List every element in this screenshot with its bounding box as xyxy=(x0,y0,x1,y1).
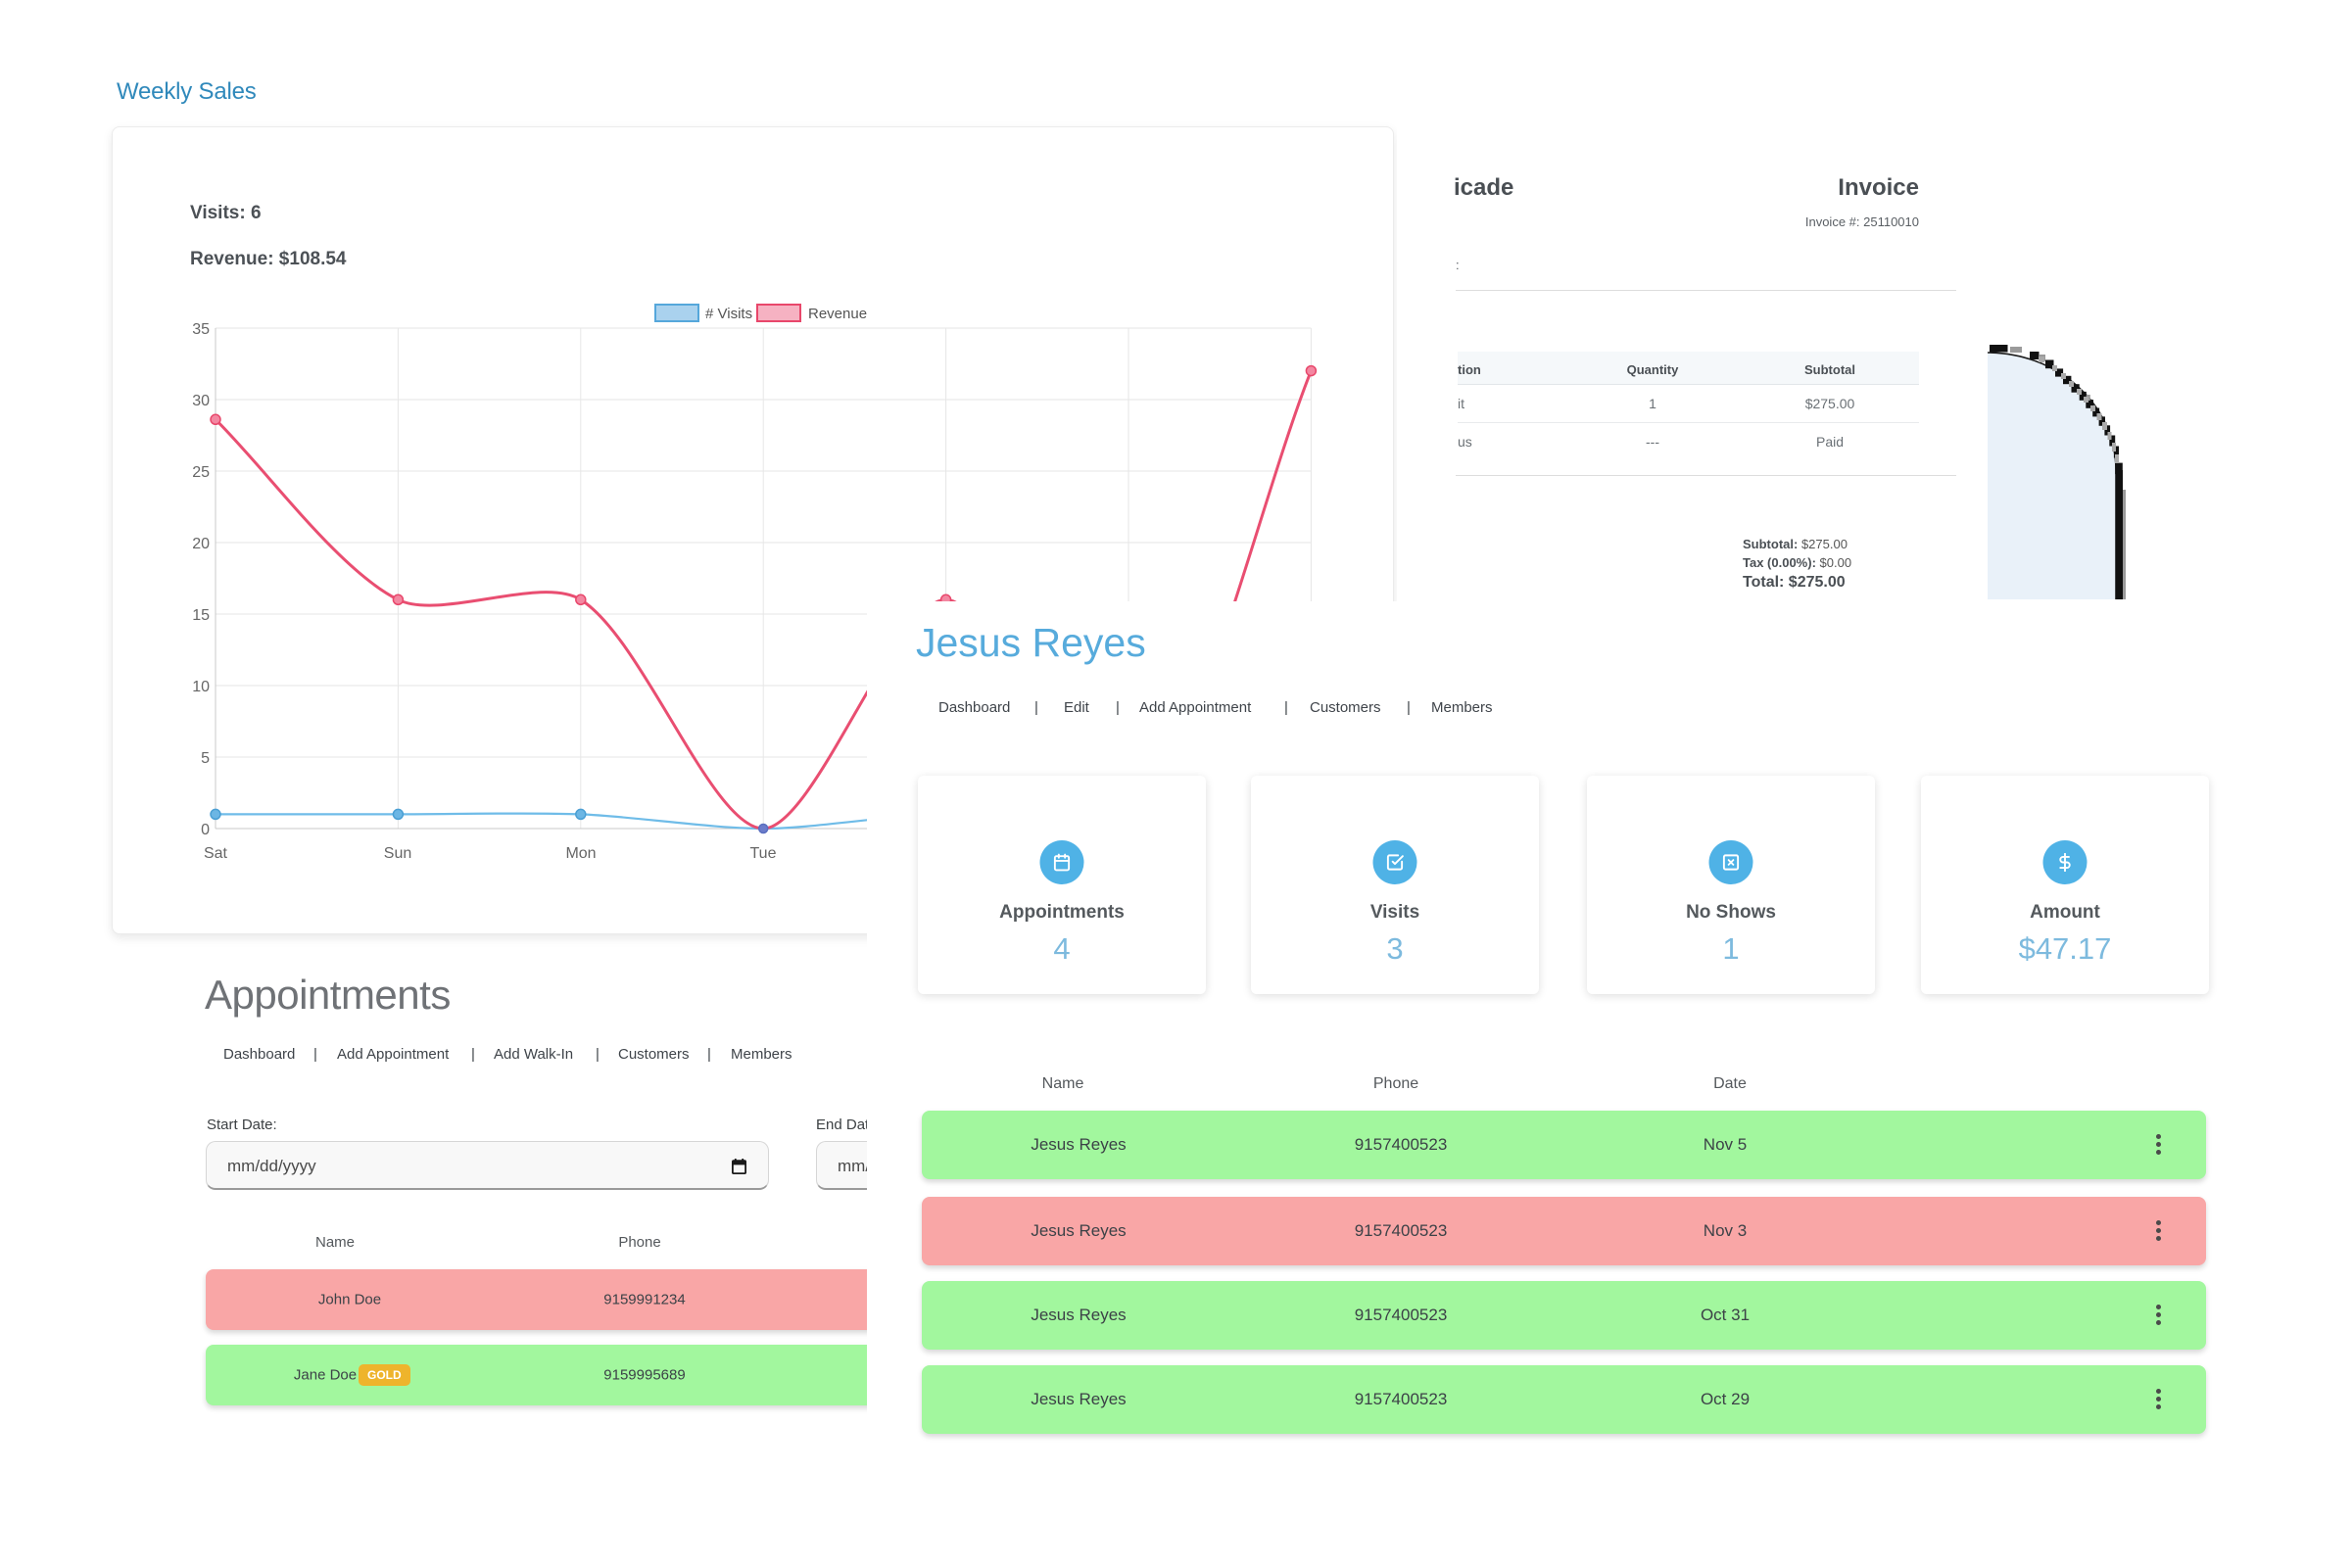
svg-text:Sat: Sat xyxy=(204,845,228,862)
svg-text:Sun: Sun xyxy=(384,845,411,862)
svg-text:25: 25 xyxy=(192,464,210,481)
svg-text:35: 35 xyxy=(192,321,210,338)
svg-text:Tue: Tue xyxy=(750,845,777,862)
svg-text:0: 0 xyxy=(201,822,210,838)
svg-text:5: 5 xyxy=(201,750,210,767)
svg-text:# Visits: # Visits xyxy=(705,306,752,322)
svg-text:10: 10 xyxy=(192,679,210,695)
svg-text:20: 20 xyxy=(192,536,210,552)
svg-text:Mon: Mon xyxy=(565,845,596,862)
svg-text:30: 30 xyxy=(192,393,210,409)
svg-text:Revenue: Revenue xyxy=(808,306,867,322)
svg-text:15: 15 xyxy=(192,607,210,624)
